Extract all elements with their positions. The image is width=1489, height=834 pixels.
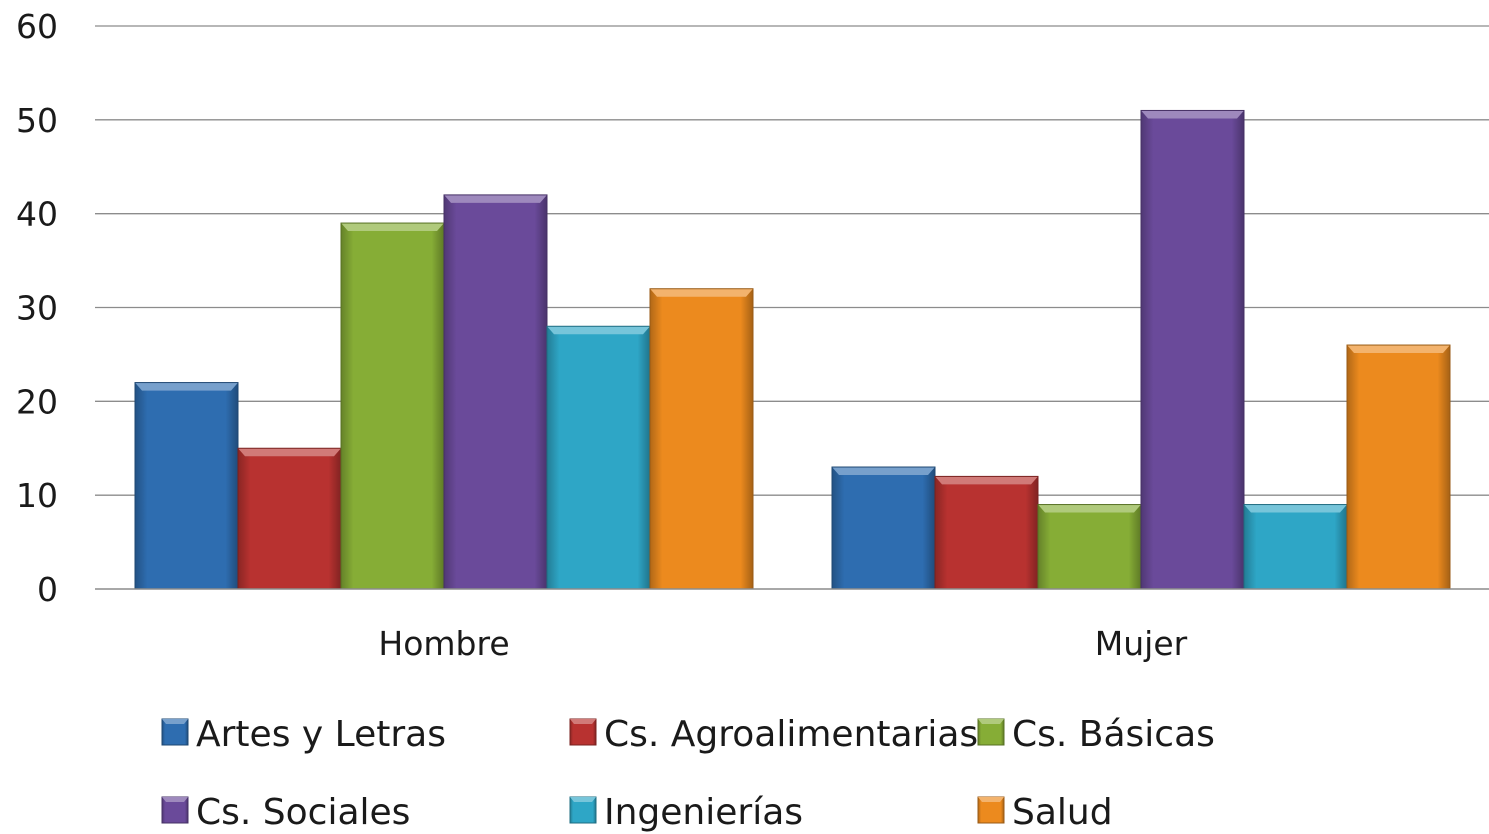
bar-bevel xyxy=(832,467,935,476)
bar xyxy=(237,447,342,590)
bar xyxy=(1243,504,1348,590)
legend-label: Artes y Letras xyxy=(196,714,446,755)
legend-item: Salud xyxy=(977,792,1113,833)
bar xyxy=(443,194,548,590)
bar-bevel xyxy=(1038,504,1141,513)
legend: Artes y Letras Cs. Agroalimentarias Cs. Bá… xyxy=(161,714,1215,833)
y-tick-label: 40 xyxy=(16,195,58,234)
legend-swatch-bevel xyxy=(978,719,1004,724)
legend-item: Cs. Agroalimentarias xyxy=(569,714,978,755)
bar-body xyxy=(1347,345,1450,589)
bar xyxy=(934,475,1039,590)
legend-swatch-bevel xyxy=(570,797,596,802)
y-tick-label: 20 xyxy=(16,382,58,421)
legend-item: Cs. Sociales xyxy=(161,792,410,833)
bar-bevel xyxy=(135,382,238,391)
bar-bevel xyxy=(444,194,547,203)
bar-bevel xyxy=(238,448,341,457)
y-tick-label: 50 xyxy=(16,101,58,140)
bar-bevel xyxy=(341,223,444,232)
y-axis-ticks: 0 10 20 30 40 50 60 xyxy=(16,7,58,609)
bar-body xyxy=(1038,504,1141,589)
legend-label: Salud xyxy=(1012,792,1113,833)
bar xyxy=(340,222,445,590)
y-tick-label: 0 xyxy=(37,570,58,609)
legend-swatch-bevel xyxy=(162,797,188,802)
bar-bevel xyxy=(1347,345,1450,354)
legend-swatch-bevel xyxy=(570,719,596,724)
bar-bevel xyxy=(1141,110,1244,119)
bar xyxy=(546,325,651,590)
y-tick-label: 30 xyxy=(16,289,58,328)
bar-body xyxy=(935,476,1038,589)
bar-body xyxy=(832,467,935,589)
bar xyxy=(1037,504,1142,590)
bar-body xyxy=(547,326,650,589)
bar xyxy=(1140,109,1245,590)
legend-item: Ingenierías xyxy=(569,792,803,833)
legend-swatch-bevel xyxy=(162,719,188,724)
bar xyxy=(1346,344,1451,590)
legend-label: Cs. Básicas xyxy=(1012,714,1215,755)
legend-label: Ingenierías xyxy=(604,792,803,833)
bar-bevel xyxy=(547,326,650,335)
x-category-label: Hombre xyxy=(378,624,509,663)
bar-body xyxy=(444,194,547,589)
bar-body xyxy=(341,223,444,590)
bar-body xyxy=(1141,110,1244,589)
bar-body xyxy=(1244,504,1347,589)
bar xyxy=(649,288,754,590)
legend-swatch-bevel xyxy=(978,797,1004,802)
bar xyxy=(831,466,936,590)
bar-body xyxy=(238,448,341,589)
category-labels: Hombre Mujer xyxy=(378,624,1187,663)
y-tick-label: 10 xyxy=(16,476,58,515)
legend-label: Cs. Agroalimentarias xyxy=(604,714,978,755)
bar-body xyxy=(135,382,238,589)
bars xyxy=(134,109,1451,590)
legend-label: Cs. Sociales xyxy=(196,792,410,833)
bar-bevel xyxy=(1244,504,1347,513)
bar-body xyxy=(650,288,753,589)
y-tick-label: 60 xyxy=(16,7,58,46)
bar-bevel xyxy=(650,288,753,297)
x-category-label: Mujer xyxy=(1095,624,1188,663)
gridlines xyxy=(95,25,1489,496)
bar xyxy=(134,382,239,590)
legend-item: Cs. Básicas xyxy=(977,714,1215,755)
legend-item: Artes y Letras xyxy=(161,714,446,755)
bar-bevel xyxy=(935,476,1038,485)
